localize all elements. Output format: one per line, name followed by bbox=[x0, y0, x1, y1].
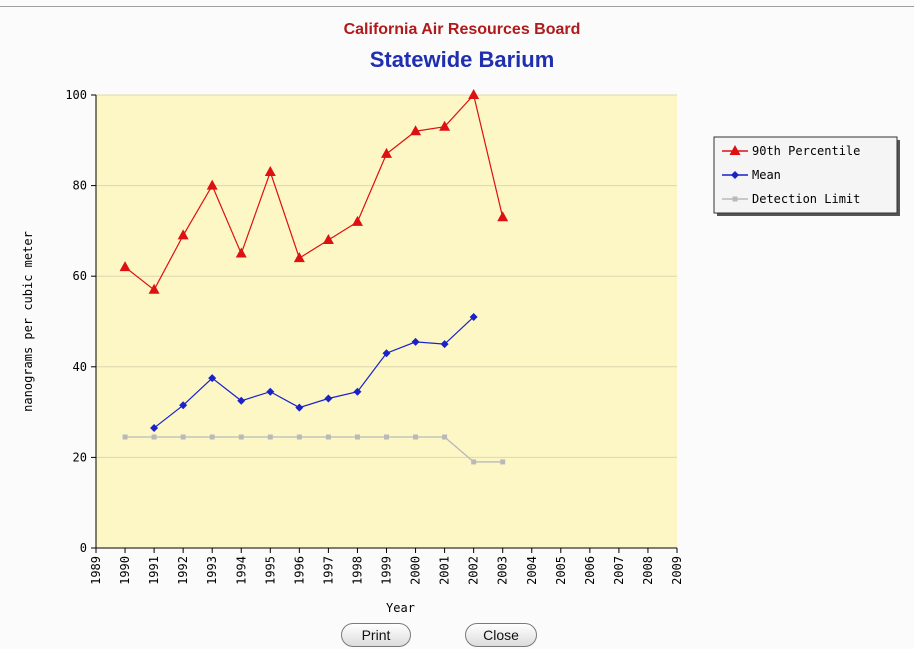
data-point-90th-percentile bbox=[206, 179, 218, 190]
data-point-detection-limit bbox=[442, 434, 448, 440]
plot-area bbox=[96, 95, 677, 548]
data-point-90th-percentile bbox=[439, 120, 451, 131]
x-tick-label: 2006 bbox=[583, 556, 597, 585]
data-point-mean bbox=[382, 349, 391, 358]
y-axis-title: nanograms per cubic meter bbox=[21, 231, 35, 412]
x-tick-label: 2007 bbox=[612, 556, 626, 585]
data-point-detection-limit bbox=[209, 434, 215, 440]
series-line-90th-percentile bbox=[124, 93, 504, 291]
legend-marker-detection-limit bbox=[732, 196, 738, 202]
data-point-detection-limit bbox=[471, 459, 477, 465]
data-point-mean bbox=[266, 387, 275, 396]
print-button[interactable]: Print bbox=[341, 623, 411, 647]
data-point-mean bbox=[150, 423, 159, 432]
x-tick-label: 1991 bbox=[147, 556, 161, 585]
data-point-90th-percentile bbox=[264, 166, 276, 177]
data-point-detection-limit bbox=[413, 434, 419, 440]
data-point-mean bbox=[353, 387, 362, 396]
chart: 0 20 40 60 80 100 1989 1990 1991 1992 1993 1994 1995… bbox=[21, 88, 900, 615]
x-tick-label: 2008 bbox=[641, 556, 655, 585]
y-tick-label: 80 bbox=[73, 179, 87, 193]
series-line-detection-limit bbox=[125, 436, 503, 463]
chart-title: California Air Resources Board bbox=[343, 21, 581, 38]
x-tick-label: 1989 bbox=[89, 556, 103, 585]
data-point-detection-limit bbox=[354, 434, 360, 440]
legend-marker-mean bbox=[731, 171, 739, 179]
data-point-90th-percentile bbox=[235, 247, 247, 258]
x-tick-label: 1990 bbox=[118, 556, 132, 585]
data-point-90th-percentile bbox=[293, 252, 305, 263]
legend-label: Detection Limit bbox=[752, 192, 860, 206]
chart-subtitle: Statewide Barium bbox=[369, 47, 555, 72]
x-tick-label: 1996 bbox=[292, 556, 306, 585]
x-tick-label: 2009 bbox=[670, 556, 684, 585]
legend-label: 90th Percentile bbox=[752, 144, 860, 158]
data-point-mean bbox=[324, 394, 333, 403]
data-point-detection-limit bbox=[325, 434, 331, 440]
data-point-90th-percentile bbox=[119, 261, 131, 272]
data-point-90th-percentile bbox=[177, 229, 189, 240]
y-tick-label: 40 bbox=[73, 360, 87, 374]
x-tick-label: 1993 bbox=[205, 556, 219, 585]
x-tick-label: 1994 bbox=[234, 556, 248, 585]
x-tick-label: 1992 bbox=[176, 556, 190, 585]
data-point-detection-limit bbox=[122, 434, 128, 440]
x-axis-title: Year bbox=[386, 601, 415, 615]
data-point-detection-limit bbox=[151, 434, 157, 440]
x-tick-label: 2001 bbox=[438, 556, 452, 585]
data-point-mean bbox=[208, 374, 217, 383]
x-tick-label: 2000 bbox=[409, 556, 423, 585]
data-point-mean bbox=[237, 396, 246, 405]
data-point-90th-percentile bbox=[468, 89, 480, 99]
y-tick-label: 20 bbox=[73, 450, 87, 464]
x-tick-label: 2002 bbox=[467, 556, 481, 585]
data-point-90th-percentile bbox=[322, 233, 334, 244]
data-point-mean bbox=[179, 401, 188, 410]
legend-label: Mean bbox=[752, 168, 781, 182]
data-point-detection-limit bbox=[180, 434, 186, 440]
x-tick-label: 1997 bbox=[321, 556, 335, 585]
y-tick-label: 0 bbox=[80, 541, 87, 555]
data-point-detection-limit bbox=[267, 434, 273, 440]
legend-marker-90th-percentile bbox=[729, 145, 741, 155]
data-point-mean bbox=[411, 337, 420, 346]
data-point-detection-limit bbox=[296, 434, 302, 440]
data-point-detection-limit bbox=[500, 459, 506, 465]
data-point-90th-percentile bbox=[381, 147, 392, 158]
close-button[interactable]: Close bbox=[465, 623, 537, 647]
data-point-90th-percentile bbox=[410, 125, 422, 136]
y-tick-label: 60 bbox=[73, 269, 87, 283]
data-point-90th-percentile bbox=[497, 211, 509, 222]
series-line-mean bbox=[153, 316, 475, 429]
x-tick-label: 2004 bbox=[525, 556, 539, 585]
top-divider bbox=[0, 6, 914, 7]
x-tick-label: 2003 bbox=[496, 556, 510, 585]
data-point-mean bbox=[469, 312, 478, 321]
x-tick-label: 2005 bbox=[554, 556, 568, 585]
data-point-mean bbox=[440, 340, 449, 349]
data-point-detection-limit bbox=[384, 434, 389, 440]
data-point-90th-percentile bbox=[351, 215, 363, 226]
x-tick-label: 1999 bbox=[380, 556, 394, 585]
x-tick-label: 1995 bbox=[263, 556, 277, 585]
y-tick-label: 100 bbox=[65, 88, 87, 102]
data-point-mean bbox=[295, 403, 304, 412]
data-point-detection-limit bbox=[238, 434, 244, 440]
data-point-90th-percentile bbox=[148, 283, 160, 294]
x-tick-label: 1998 bbox=[350, 556, 364, 585]
